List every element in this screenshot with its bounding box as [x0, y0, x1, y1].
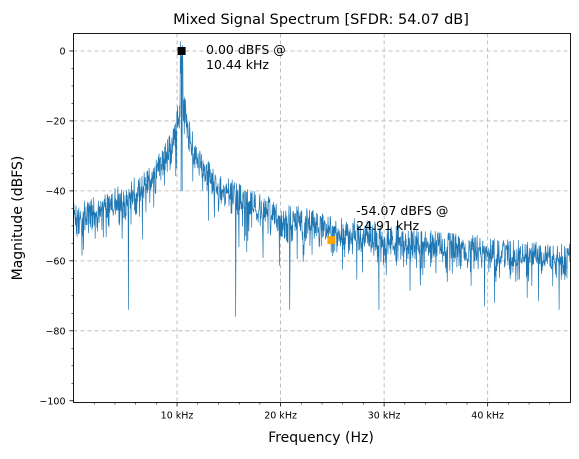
x-tick-label: 10 kHz [161, 411, 194, 422]
x-tick-label: 40 kHz [471, 411, 504, 422]
y-tick-label: −20 [45, 116, 65, 127]
annotation-line1: 0.00 dBFS @ [206, 42, 286, 57]
y-axis-ticks: 0 −20 −40 −60 −80 −100 [39, 46, 74, 407]
fundamental-marker [177, 46, 186, 55]
annotation-line2: 24.91 kHz [356, 218, 419, 233]
annotations: 0.00 dBFS @10.44 kHz -54.07 dBFS @24.91 k… [206, 42, 448, 233]
annotation-line1: -54.07 dBFS @ [356, 203, 448, 218]
y-tick-label: −100 [39, 396, 65, 407]
peak-markers [177, 46, 336, 245]
x-tick-label: 30 kHz [368, 411, 401, 422]
x-axis-label: Frequency (Hz) [268, 430, 374, 446]
y-tick-label: −60 [45, 256, 65, 267]
chart-title: Mixed Signal Spectrum [SFDR: 54.07 dB] [173, 12, 469, 28]
x-tick-label: 20 kHz [264, 411, 297, 422]
spectrum-trace [73, 41, 571, 317]
grid-lines [73, 33, 571, 403]
annotation-line2: 10.44 kHz [206, 57, 269, 72]
x-axis-ticks: 10 kHz 20 kHz 30 kHz 40 kHz [93, 402, 551, 422]
spur-marker [327, 236, 336, 245]
y-tick-label: −40 [45, 186, 65, 197]
y-axis-label: Magnitude (dBFS) [10, 156, 26, 281]
spectrum-line [73, 41, 571, 317]
y-tick-label: 0 [59, 46, 65, 57]
y-tick-label: −80 [45, 326, 65, 337]
